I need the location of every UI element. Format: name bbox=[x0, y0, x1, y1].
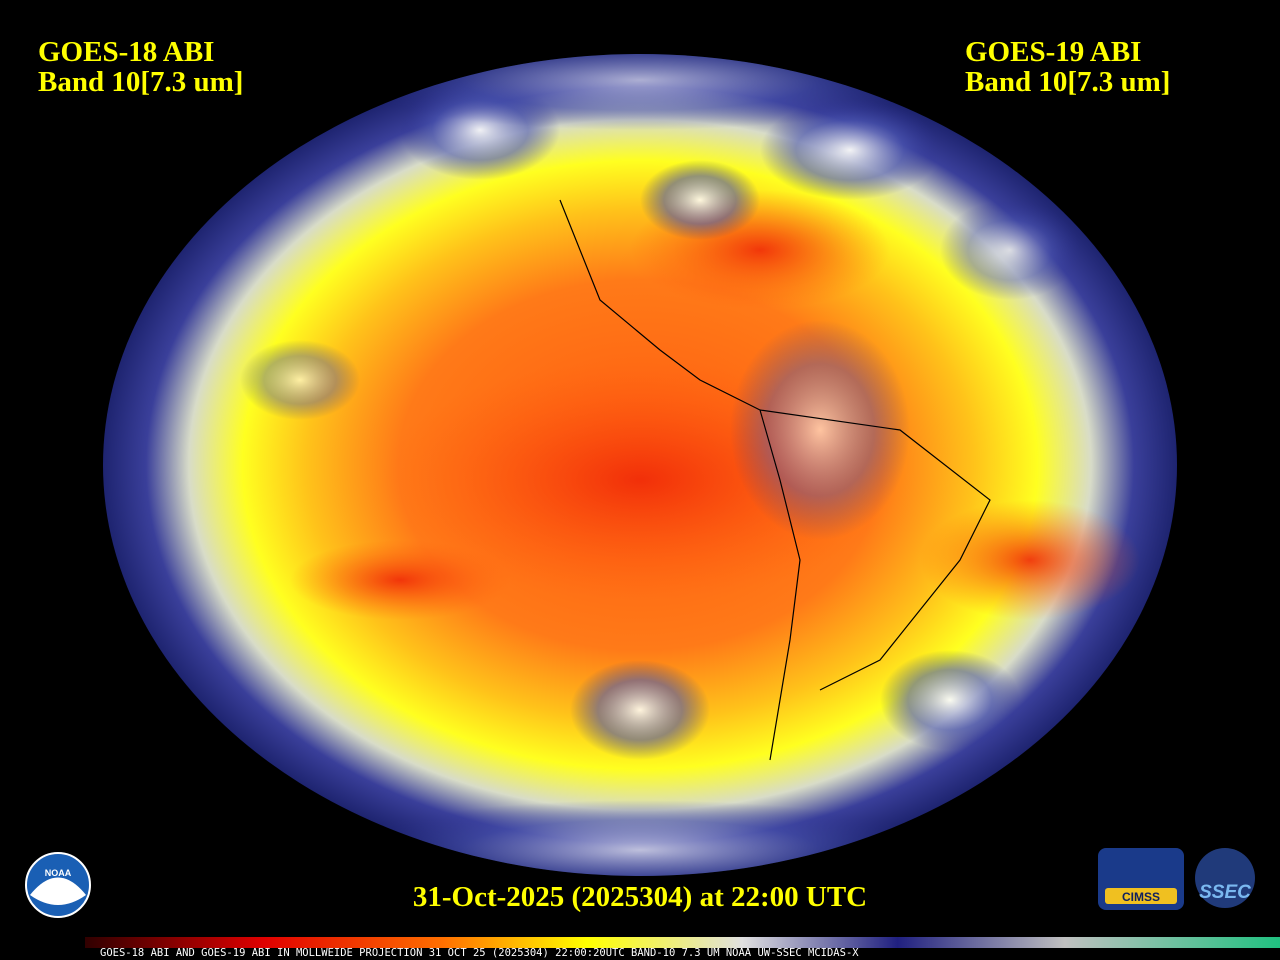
noaa-logo: NOAA bbox=[25, 852, 91, 918]
colorbar-caption: GOES-18 ABI AND GOES-19 ABI IN MOLLWEIDE… bbox=[100, 947, 859, 959]
left-band: Band 10[7.3 um] bbox=[38, 66, 243, 98]
left-satellite: GOES-18 ABI bbox=[38, 36, 214, 68]
cimss-logo: CIMSS bbox=[1098, 848, 1184, 910]
ssec-logo: SSEC bbox=[1195, 848, 1255, 908]
coastlines bbox=[559, 199, 991, 761]
cimss-text: CIMSS bbox=[1122, 890, 1160, 904]
timestamp: 31-Oct-2025 (2025304) at 22:00 UTC bbox=[413, 881, 867, 913]
colorbar bbox=[85, 937, 1280, 948]
right-band: Band 10[7.3 um] bbox=[965, 66, 1170, 98]
ssec-text: SSEC bbox=[1199, 882, 1251, 903]
right-satellite: GOES-19 ABI bbox=[965, 36, 1141, 68]
noaa-text: NOAA bbox=[45, 868, 72, 878]
